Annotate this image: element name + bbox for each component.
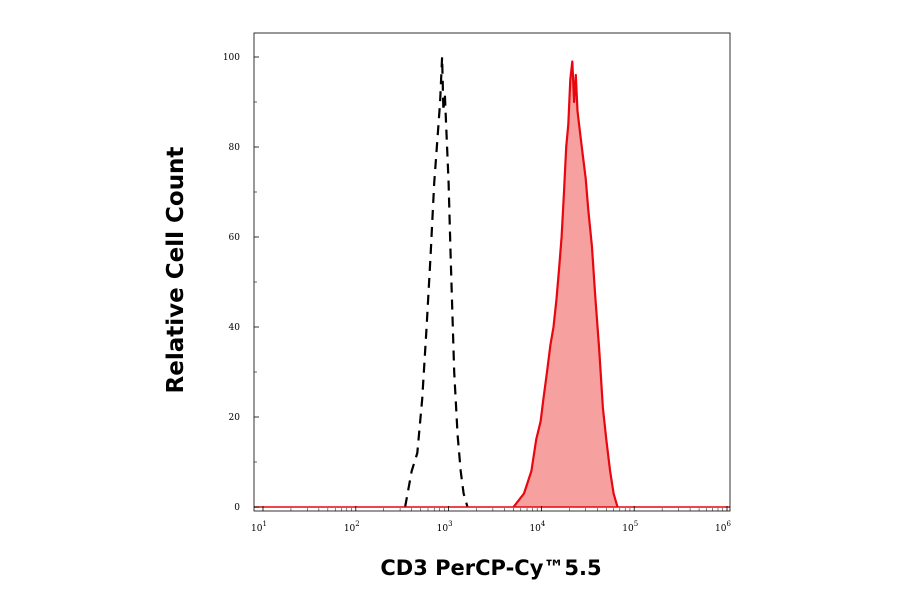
y-tick-label: 100 [223,53,240,63]
y-tick-label: 0 [234,503,240,513]
x-tick-label: 104 [529,520,545,534]
x-tick-label: 101 [251,520,267,534]
y-axis: 0 20 40 60 80 100 [223,53,259,513]
series-fill-1 [513,61,618,507]
series-line-0 [404,55,469,508]
x-tick-label: 106 [715,520,731,534]
y-tick-label: 20 [229,413,241,423]
y-tick-label: 60 [229,233,241,243]
series-line-1 [512,60,619,508]
plot-area [254,55,730,508]
x-axis-title: CD3 PerCP-Cy™5.5 [380,556,601,580]
x-axis: 101 102 103 104 105 106 [251,506,731,534]
y-tick-label: 40 [229,323,241,333]
y-axis-title: Relative Cell Count [163,147,189,394]
x-tick-label: 103 [437,520,453,534]
x-tick-label: 102 [344,520,360,534]
y-tick-label: 80 [229,143,241,153]
plot-frame [253,32,731,512]
x-tick-label: 105 [622,520,638,534]
